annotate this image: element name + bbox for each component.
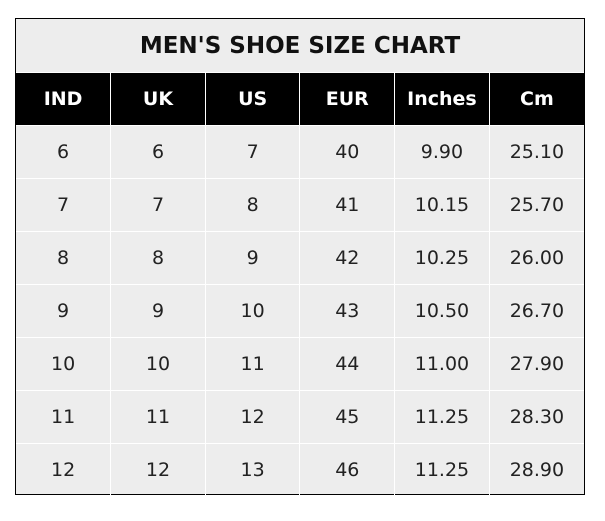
table-row: 7 7 8 41 10.15 25.70 — [16, 178, 584, 232]
cell-uk: 6 — [110, 125, 206, 179]
cell-inches: 10.15 — [394, 178, 490, 232]
column-header-eur: EUR — [299, 72, 396, 126]
cell-uk: 9 — [110, 284, 206, 338]
column-header-cm: Cm — [488, 72, 584, 126]
cell-ind: 11 — [16, 390, 112, 444]
cell-ind: 12 — [16, 443, 112, 496]
cell-cm: 27.90 — [488, 337, 584, 391]
table-body: 6 6 7 40 9.90 25.10 7 7 8 41 10.15 25.70 8 8 9 42 10.25 2… — [16, 125, 584, 496]
table-row: 11 11 12 45 11.25 28.30 — [16, 390, 584, 444]
column-header-us: US — [204, 72, 301, 126]
cell-ind: 10 — [16, 337, 112, 391]
cell-eur: 44 — [299, 337, 396, 391]
cell-eur: 40 — [299, 125, 396, 179]
table-row: 12 12 13 46 11.25 28.90 — [16, 443, 584, 496]
size-chart-table: MEN'S SHOE SIZE CHART IND UK US EUR Inches Cm… — [15, 18, 585, 496]
cell-uk: 11 — [110, 390, 206, 444]
cell-uk: 8 — [110, 231, 206, 285]
cell-cm: 26.70 — [488, 284, 584, 338]
cell-eur: 41 — [299, 178, 396, 232]
cell-us: 8 — [204, 178, 301, 232]
cell-us: 12 — [204, 390, 301, 444]
cell-inches: 11.25 — [394, 390, 490, 444]
chart-title: MEN'S SHOE SIZE CHART — [16, 19, 584, 73]
cell-ind: 9 — [16, 284, 112, 338]
cell-us: 13 — [204, 443, 301, 496]
column-header-uk: UK — [110, 72, 206, 126]
column-header-inches: Inches — [394, 72, 490, 126]
cell-cm: 28.30 — [488, 390, 584, 444]
column-header-ind: IND — [16, 72, 112, 126]
cell-inches: 11.25 — [394, 443, 490, 496]
cell-cm: 25.10 — [488, 125, 584, 179]
cell-inches: 9.90 — [394, 125, 490, 179]
cell-uk: 7 — [110, 178, 206, 232]
cell-eur: 45 — [299, 390, 396, 444]
cell-ind: 6 — [16, 125, 112, 179]
cell-eur: 42 — [299, 231, 396, 285]
table-row: 9 9 10 43 10.50 26.70 — [16, 284, 584, 338]
cell-cm: 25.70 — [488, 178, 584, 232]
cell-inches: 10.50 — [394, 284, 490, 338]
cell-ind: 7 — [16, 178, 112, 232]
cell-eur: 46 — [299, 443, 396, 496]
cell-us: 7 — [204, 125, 301, 179]
cell-ind: 8 — [16, 231, 112, 285]
table-row: 10 10 11 44 11.00 27.90 — [16, 337, 584, 391]
header-row: IND UK US EUR Inches Cm — [16, 72, 584, 126]
cell-inches: 10.25 — [394, 231, 490, 285]
cell-us: 10 — [204, 284, 301, 338]
cell-uk: 12 — [110, 443, 206, 496]
cell-inches: 11.00 — [394, 337, 490, 391]
cell-cm: 26.00 — [488, 231, 584, 285]
cell-cm: 28.90 — [488, 443, 584, 496]
cell-us: 9 — [204, 231, 301, 285]
table-row: 6 6 7 40 9.90 25.10 — [16, 125, 584, 179]
table-row: 8 8 9 42 10.25 26.00 — [16, 231, 584, 285]
cell-us: 11 — [204, 337, 301, 391]
cell-uk: 10 — [110, 337, 206, 391]
cell-eur: 43 — [299, 284, 396, 338]
